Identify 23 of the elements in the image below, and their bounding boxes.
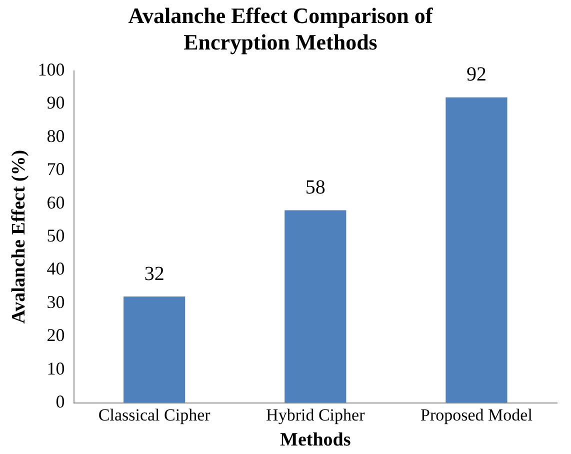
y-tick-label: 10 (46, 358, 65, 378)
y-tick-label: 40 (46, 258, 65, 279)
chart-title: Avalanche Effect Comparison of Encryption Methods (128, 2, 434, 54)
x-tick-label: Hybrid Cipher (266, 405, 366, 424)
bar (124, 296, 186, 403)
y-tick-label: 20 (46, 325, 65, 346)
y-tick-label: 30 (46, 292, 65, 312)
y-tick-label: 0 (56, 392, 65, 412)
y-tick-label: 80 (46, 126, 65, 146)
bar (284, 210, 346, 403)
y-tick-label: 70 (46, 159, 65, 180)
data-label: 92 (466, 64, 486, 86)
y-tick-label: 100 (38, 60, 65, 80)
data-label: 32 (144, 262, 164, 285)
x-axis-title: Methods (280, 430, 351, 451)
y-tick-label: 90 (46, 92, 65, 113)
x-tick-label: Classical Cipher (98, 405, 211, 424)
y-tick-label: 60 (46, 192, 65, 212)
x-tick-label: Proposed Model (420, 405, 533, 424)
y-tick-label: 50 (46, 226, 65, 246)
y-axis-title: Avalanche Effect (%) (8, 150, 30, 324)
data-label: 58 (305, 176, 326, 198)
bar (446, 97, 508, 403)
